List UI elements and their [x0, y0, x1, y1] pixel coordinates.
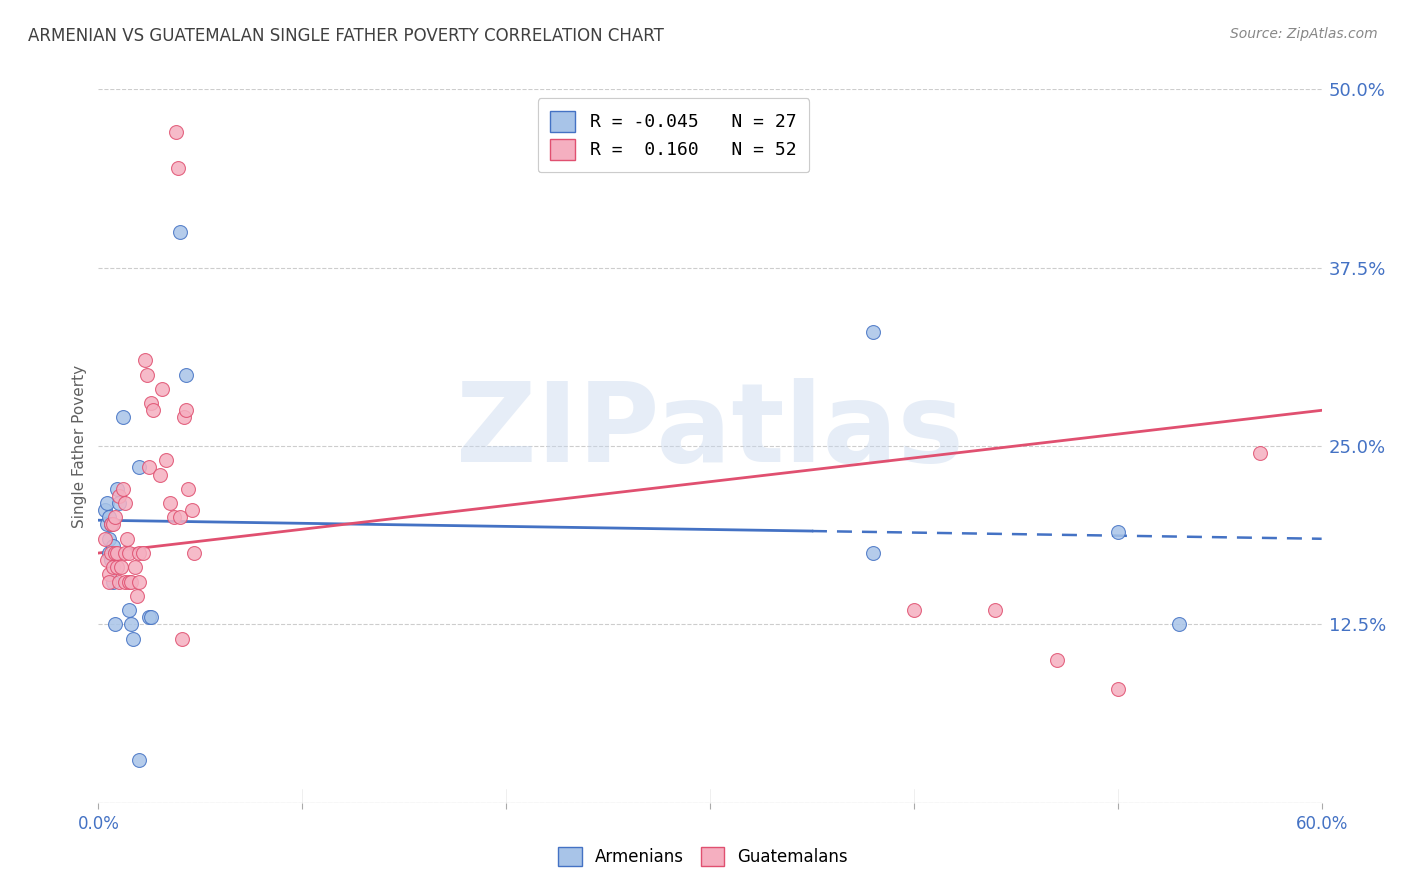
- Point: [149, 467, 172, 482]
- Point: [1045, 653, 1069, 667]
- Point: [138, 610, 160, 624]
- Point: [124, 560, 146, 574]
- Point: [1167, 617, 1189, 632]
- Point: [163, 510, 186, 524]
- Point: [97, 567, 120, 582]
- Point: [174, 368, 197, 382]
- Point: [101, 517, 124, 532]
- Point: [96, 496, 118, 510]
- Point: [173, 410, 195, 425]
- Text: Source: ZipAtlas.com: Source: ZipAtlas.com: [1230, 27, 1378, 41]
- Point: [1249, 446, 1271, 460]
- Point: [128, 460, 150, 475]
- Point: [181, 503, 204, 517]
- Text: ARMENIAN VS GUATEMALAN SINGLE FATHER POVERTY CORRELATION CHART: ARMENIAN VS GUATEMALAN SINGLE FATHER POV…: [28, 27, 664, 45]
- Point: [1107, 524, 1129, 539]
- Point: [1107, 681, 1129, 696]
- Point: [101, 539, 124, 553]
- Point: [97, 510, 120, 524]
- Legend: R = -0.045   N = 27, R =  0.160   N = 52: R = -0.045 N = 27, R = 0.160 N = 52: [537, 98, 808, 172]
- Point: [903, 603, 925, 617]
- Y-axis label: Single Father Poverty: Single Father Poverty: [72, 365, 87, 527]
- Point: [174, 403, 197, 417]
- Point: [159, 496, 181, 510]
- Point: [141, 396, 163, 410]
- Point: [118, 574, 141, 589]
- Text: ZIPatlas: ZIPatlas: [456, 378, 965, 485]
- Point: [104, 546, 127, 560]
- Point: [114, 546, 136, 560]
- Point: [132, 546, 155, 560]
- Point: [105, 546, 128, 560]
- Point: [128, 546, 150, 560]
- Point: [118, 603, 141, 617]
- Point: [97, 532, 120, 546]
- Point: [120, 574, 142, 589]
- Point: [111, 482, 134, 496]
- Point: [114, 496, 136, 510]
- Point: [111, 410, 134, 425]
- Point: [104, 510, 127, 524]
- Point: [115, 532, 138, 546]
- Point: [155, 453, 177, 467]
- Point: [96, 553, 118, 567]
- Point: [170, 632, 193, 646]
- Point: [108, 496, 131, 510]
- Point: [128, 574, 150, 589]
- Point: [984, 603, 1007, 617]
- Point: [183, 546, 205, 560]
- Point: [97, 546, 120, 560]
- Point: [150, 382, 173, 396]
- Point: [167, 161, 190, 175]
- Point: [100, 553, 122, 567]
- Point: [138, 460, 160, 475]
- Point: [97, 574, 120, 589]
- Point: [108, 574, 131, 589]
- Point: [101, 574, 124, 589]
- Legend: Armenians, Guatemalans: Armenians, Guatemalans: [550, 838, 856, 875]
- Point: [114, 574, 136, 589]
- Point: [165, 125, 187, 139]
- Point: [177, 482, 200, 496]
- Point: [862, 546, 884, 560]
- Point: [118, 546, 141, 560]
- Point: [862, 325, 884, 339]
- Point: [169, 225, 191, 239]
- Point: [169, 510, 191, 524]
- Point: [93, 503, 115, 517]
- Point: [96, 517, 118, 532]
- Point: [120, 617, 142, 632]
- Point: [105, 560, 128, 574]
- Point: [110, 560, 132, 574]
- Point: [104, 617, 127, 632]
- Point: [136, 368, 159, 382]
- Point: [100, 517, 122, 532]
- Point: [101, 560, 124, 574]
- Point: [108, 489, 131, 503]
- Point: [122, 632, 145, 646]
- Point: [134, 353, 156, 368]
- Point: [93, 532, 115, 546]
- Point: [100, 517, 122, 532]
- Point: [100, 546, 122, 560]
- Point: [141, 610, 163, 624]
- Point: [105, 482, 128, 496]
- Point: [142, 403, 165, 417]
- Point: [128, 753, 150, 767]
- Point: [127, 589, 149, 603]
